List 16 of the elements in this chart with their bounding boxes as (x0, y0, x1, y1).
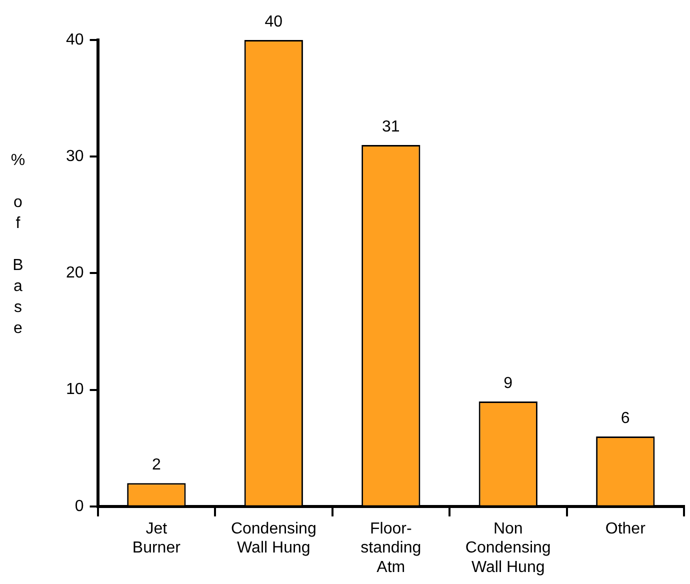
data-label: 6 (620, 410, 630, 427)
text: % of Base (10, 152, 26, 337)
x-tick-label: Floor-standing Atm (360, 520, 422, 576)
y-tick-label: 10 (66, 381, 84, 398)
data-label: 40 (264, 13, 283, 30)
y-tick-label: 20 (66, 264, 84, 282)
x-tick-label: Non Condensing Wall Hung (465, 520, 551, 576)
x-tick-label: Jet Burner (132, 520, 182, 557)
data-label: 31 (382, 118, 400, 136)
data-label: 2 (152, 456, 161, 474)
y-tick-label: 40 (66, 31, 84, 48)
y-tick-label: 30 (66, 148, 84, 166)
y-tick-label: 0 (74, 498, 84, 515)
x-tick-label: Other (605, 520, 646, 538)
data-label: 9 (504, 374, 513, 392)
x-tick-label: Condensing Wall Hung (230, 520, 316, 557)
